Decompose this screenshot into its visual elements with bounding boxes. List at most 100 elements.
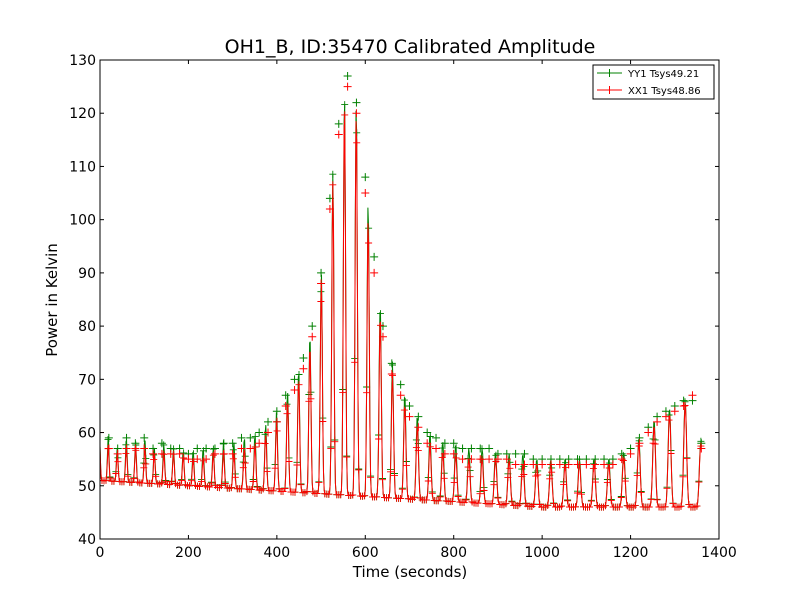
data-point: [352, 109, 361, 118]
data-point: [113, 449, 122, 458]
data-point: [184, 455, 193, 464]
data-point: [246, 433, 255, 442]
data-point: [679, 401, 688, 410]
data-point: [476, 455, 485, 464]
data-point: [104, 444, 113, 453]
data-point: [555, 460, 564, 469]
data-point: [608, 460, 617, 469]
data-point: [432, 444, 441, 453]
data-point: [122, 444, 131, 453]
data-point: [361, 173, 370, 182]
x-tick-label: 800: [440, 545, 467, 561]
data-point: [485, 455, 494, 464]
data-point: [255, 428, 264, 437]
x-tick-label: 600: [352, 545, 379, 561]
data-point: [219, 449, 228, 458]
data-point: [281, 391, 290, 400]
data-point: [396, 391, 405, 400]
data-point: [697, 444, 706, 453]
y-tick-label: 100: [69, 213, 96, 229]
data-point: [476, 444, 485, 453]
data-point: [193, 444, 202, 453]
x-tick-label: 200: [175, 545, 202, 561]
data-point: [149, 449, 158, 458]
data-point: [635, 439, 644, 448]
data-point: [423, 439, 432, 448]
data-point: [308, 332, 317, 341]
data-point: [228, 449, 237, 458]
data-point: [423, 428, 432, 437]
data-point: [140, 444, 149, 453]
data-point: [210, 449, 219, 458]
data-point: [237, 444, 246, 453]
data-point: [157, 449, 166, 458]
data-point: [467, 455, 476, 464]
plot-series-layer: [100, 71, 706, 511]
x-tick-label: 0: [96, 545, 105, 561]
data-point: [264, 417, 273, 426]
x-tick-label: 400: [263, 545, 290, 561]
data-point: [334, 119, 343, 128]
data-point: [502, 455, 511, 464]
data-point: [644, 428, 653, 437]
y-tick-label: 90: [78, 266, 96, 282]
data-point: [546, 460, 555, 469]
data-point: [467, 444, 476, 453]
plot-frame: [99, 59, 720, 540]
chart-title: OH1_B, ID:35470 Calibrated Amplitude: [225, 36, 596, 58]
legend-label-xx1: XX1 Tsys48.86: [628, 86, 701, 97]
data-point: [290, 375, 299, 384]
data-point: [520, 449, 529, 458]
data-point: [564, 460, 573, 469]
data-point: [370, 252, 379, 261]
data-point: [122, 433, 131, 442]
data-point: [449, 439, 458, 448]
data-point: [281, 401, 290, 410]
y-axis-label: Power in Kelvin: [43, 243, 61, 357]
data-point: [653, 417, 662, 426]
data-point: [688, 391, 697, 400]
legend-entry-yy1: YY1 Tsys49.21: [597, 69, 699, 80]
data-point: [670, 407, 679, 416]
y-tick-label: 40: [78, 532, 96, 548]
data-point: [272, 417, 281, 426]
data-point: [308, 322, 317, 331]
data-point: [378, 332, 387, 341]
y-tick-label: 70: [78, 372, 96, 388]
data-point: [529, 460, 538, 469]
data-point: [166, 449, 175, 458]
data-point: [202, 444, 211, 453]
data-point: [219, 439, 228, 448]
legend-box: [592, 64, 715, 100]
data-point: [264, 428, 273, 437]
data-point: [334, 130, 343, 139]
data-point: [317, 268, 326, 277]
data-point: [193, 455, 202, 464]
data-point: [352, 98, 361, 107]
data-point: [343, 82, 352, 91]
y-tick-label: 80: [78, 319, 96, 335]
data-point: [414, 423, 423, 432]
data-point: [396, 380, 405, 389]
data-point: [325, 205, 334, 214]
data-point: [485, 444, 494, 453]
data-point: [591, 460, 600, 469]
data-point: [600, 460, 609, 469]
legend: YY1 Tsys49.21 XX1 Tsys48.86: [592, 64, 715, 100]
data-point: [440, 449, 449, 458]
data-point: [458, 444, 467, 453]
data-point: [573, 460, 582, 469]
data-point: [202, 455, 211, 464]
legend-entry-xx1: XX1 Tsys48.86: [597, 86, 701, 97]
data-point: [626, 449, 635, 458]
x-tick-label: 1400: [701, 545, 737, 561]
data-point: [582, 460, 591, 469]
x-tick-label: 1200: [613, 545, 649, 561]
y-tick-label: 120: [69, 106, 96, 122]
data-point: [387, 359, 396, 368]
y-tick-label: 60: [78, 426, 96, 442]
x-axis-label: Time (seconds): [352, 563, 468, 581]
data-point: [449, 449, 458, 458]
data-point: [414, 412, 423, 421]
data-point: [405, 401, 414, 410]
